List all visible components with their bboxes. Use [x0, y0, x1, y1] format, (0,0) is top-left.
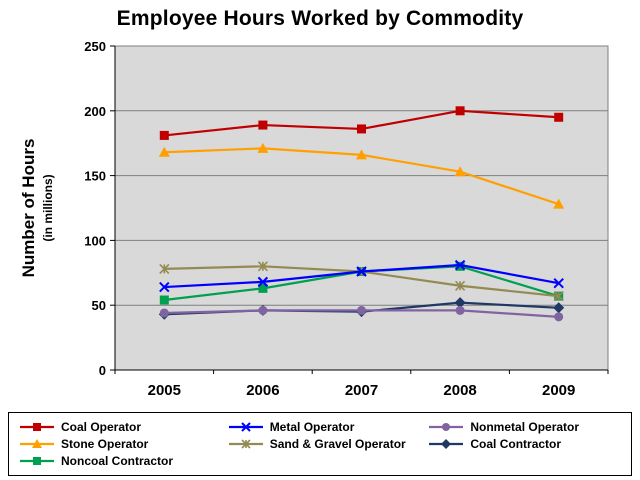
line-chart: 0 50 100 150 200 250 2005 2006 2007 2008 2009 Numbe… [19, 39, 609, 399]
series-marker-asterisk [257, 261, 268, 272]
series-marker-square [554, 112, 564, 122]
y-tick-label: 150 [84, 169, 106, 184]
legend-item: Coal Operator [19, 420, 228, 434]
legend-label: Noncoal Contractor [61, 454, 174, 468]
y-tick-label: 50 [92, 298, 106, 313]
legend-label: Sand & Gravel Operator [269, 437, 406, 451]
series-marker-circle [554, 312, 564, 322]
legend-item: Coal Contractor [428, 437, 621, 451]
y-axis-sublabel: (in millions) [41, 174, 55, 241]
legend-label: Stone Operator [61, 437, 149, 451]
series-marker-triangle [454, 166, 466, 177]
series-marker-x [356, 266, 367, 277]
x-tick-label: 2006 [246, 382, 279, 399]
series-marker-circle [159, 308, 169, 318]
legend-label: Metal Operator [269, 420, 355, 434]
series-marker-asterisk [241, 439, 251, 449]
series-marker-x [454, 259, 466, 271]
series-marker-circle [258, 305, 268, 315]
legend-label: Nonmetal Operator [470, 420, 580, 434]
legend-item: Metal Operator [228, 420, 429, 434]
legend-marker [20, 457, 54, 465]
x-tick-label: 2005 [148, 382, 181, 399]
legend-marker [429, 439, 464, 449]
series-marker-circle [357, 305, 366, 315]
series-marker-diamond [454, 297, 466, 309]
legend-item: Sand & Gravel Operator [228, 437, 429, 451]
chart-title: Employee Hours Worked by Commodity [116, 7, 524, 30]
series-marker-diamond [553, 302, 565, 314]
series-marker-circle [442, 423, 451, 431]
x-tick-label: 2007 [345, 382, 378, 399]
legend-marker [228, 422, 263, 432]
legend-marker [429, 423, 464, 431]
y-axis-label: Number of Hours [19, 139, 38, 278]
series-marker-triangle [553, 198, 565, 209]
series-marker-x [553, 277, 564, 289]
legend-item: Stone Operator [19, 437, 228, 451]
series-marker-x [240, 422, 251, 432]
series-marker-x [257, 276, 269, 288]
series-marker-asterisk [553, 291, 564, 302]
plot-area [114, 45, 609, 371]
series-marker-square [33, 423, 41, 431]
series-marker-square [357, 124, 366, 134]
series-marker-square [258, 120, 268, 130]
legend-label: Coal Operator [61, 420, 142, 434]
y-tick-label: 100 [84, 233, 106, 248]
y-tick-label: 250 [84, 39, 106, 54]
series-marker-triangle [32, 439, 42, 448]
series-marker-triangle [356, 149, 367, 160]
series-marker-triangle [257, 142, 269, 153]
y-tick-label: 200 [84, 104, 106, 119]
series-marker-x [159, 281, 170, 293]
y-tick-label: 0 [99, 363, 106, 378]
legend: Coal Operator Metal Operator Nonmetal Oper… [8, 412, 632, 476]
legend-marker [228, 439, 263, 449]
series-marker-square [258, 283, 268, 293]
legend-item: Noncoal Contractor [19, 454, 228, 468]
x-tick-label: 2008 [443, 382, 476, 399]
legend-label: Coal Contractor [470, 437, 562, 451]
series-marker-square [159, 130, 169, 140]
x-tick-label: 2009 [542, 382, 575, 399]
series-marker-square [455, 106, 465, 116]
series-marker-square [33, 457, 41, 465]
legend-marker [20, 423, 54, 431]
legend-marker [20, 439, 54, 448]
series-marker-triangle [158, 146, 170, 157]
series-marker-square [159, 295, 169, 305]
series-marker-circle [455, 305, 465, 315]
legend-item: Nonmetal Operator [428, 420, 621, 434]
series-marker-asterisk [159, 263, 170, 274]
series-marker-asterisk [455, 280, 466, 291]
series-marker-diamond [441, 439, 452, 449]
